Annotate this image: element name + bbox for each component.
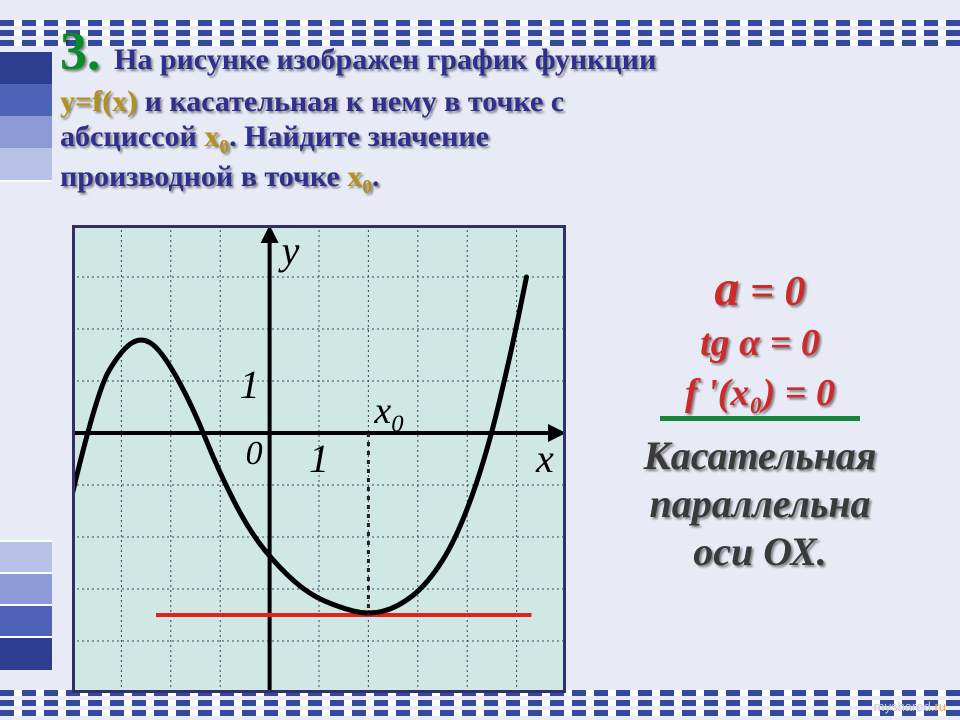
watermark: myshared.ru: [874, 699, 946, 714]
task-seg: .: [372, 160, 380, 193]
watermark-accent: ru: [934, 699, 946, 714]
axis-label-one-y: 1: [240, 361, 260, 408]
task-heading: 3. На рисунке изображен график функции y=…: [60, 12, 948, 203]
slide-stage: 3. На рисунке изображен график функции y=…: [0, 0, 960, 720]
axis-label-one-x: 1: [309, 435, 329, 482]
task-seg: 0: [362, 177, 372, 198]
task-seg: 0: [219, 137, 229, 158]
task-seg: y=f(x): [60, 85, 137, 118]
graph-box: yx011x0: [72, 225, 566, 693]
side-line-3: Касательная: [590, 433, 930, 479]
watermark-text: myshared.: [874, 699, 935, 714]
side-annotations: a = 0tg α = 0 f '(x₀) = 0 Касательнаяпарал…: [590, 260, 930, 577]
task-seg: На рисунке изображен график функции: [114, 43, 656, 76]
side-line-1: tg α = 0: [590, 322, 930, 366]
axis-label-zero: 0: [246, 435, 263, 473]
task-seg: .: [229, 120, 237, 153]
side-line-2: f '(x₀) = 0: [590, 372, 930, 416]
bg-left-column: [0, 0, 52, 720]
task-seg: абсциссой: [60, 120, 204, 153]
side-line-4: параллельна: [590, 481, 930, 527]
task-seg: производной в точке: [60, 160, 347, 193]
side-line-0: a = 0: [590, 260, 930, 318]
axis-label-x0: x0: [374, 389, 403, 439]
axis-label-y: y: [282, 227, 300, 274]
task-seg: x: [347, 160, 362, 193]
task-number: 3.: [60, 21, 114, 81]
side-underline: [660, 416, 860, 421]
task-seg: x: [204, 120, 219, 153]
task-seg: и касательная к нему в точке с: [137, 85, 564, 118]
axis-label-x: x: [536, 435, 554, 482]
side-line-5: оси ОХ.: [590, 529, 930, 575]
task-seg: Найдите значение: [237, 120, 489, 153]
